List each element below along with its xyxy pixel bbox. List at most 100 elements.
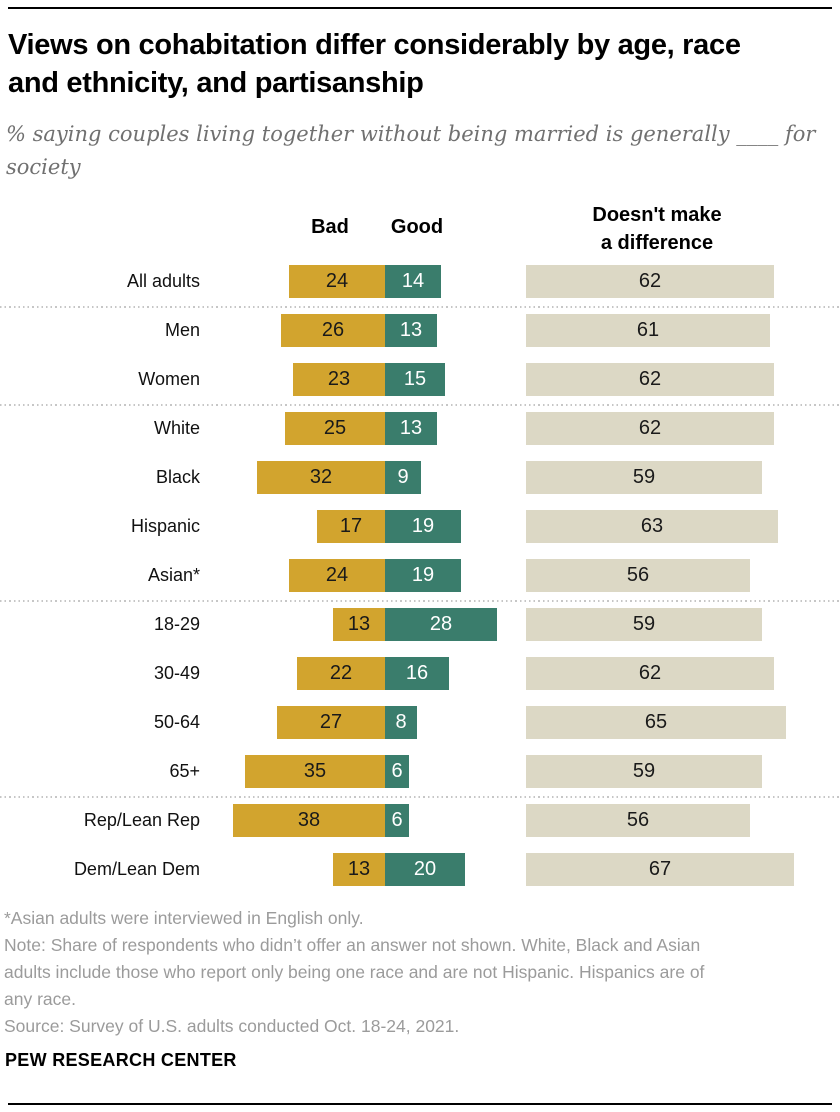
good-value: 9: [397, 466, 409, 488]
neutral-bar: 56: [526, 804, 750, 837]
neutral-value: 59: [632, 760, 656, 782]
neutral-value: 59: [632, 613, 656, 635]
bad-bar: 35: [245, 755, 385, 788]
good-bar: 19: [385, 510, 461, 543]
group-separator: [0, 600, 840, 602]
neutral-value: 62: [638, 417, 662, 439]
note-line: Note: Share of respondents who didn’t of…: [4, 935, 701, 955]
chart-row: 65+ 35 6 59: [0, 755, 840, 788]
category-label: Rep/Lean Rep: [83, 810, 200, 830]
column-header-neutral: Doesn't make a difference: [547, 201, 767, 257]
good-bar: 8: [385, 706, 417, 739]
category-label: 50-64: [153, 712, 200, 732]
bottom-rule: [8, 1103, 832, 1105]
subtitle-line-1: % saying couples living together without…: [6, 122, 816, 146]
note-line: adults include those who report only bei…: [4, 962, 705, 982]
group-separator: [0, 796, 840, 798]
group-separator: [0, 306, 840, 308]
title-line-2: and ethnicity, and partisanship: [8, 67, 424, 99]
chart-row: All adults 24 14 62: [0, 265, 840, 298]
category-label: 30-49: [153, 663, 200, 683]
good-value: 13: [399, 319, 423, 341]
bad-value: 13: [347, 613, 371, 635]
neutral-value: 56: [626, 809, 650, 831]
neutral-bar: 63: [526, 510, 778, 543]
neutral-bar: 59: [526, 755, 762, 788]
good-bar: 16: [385, 657, 449, 690]
neutral-bar: 65: [526, 706, 786, 739]
chart-row: 30-49 22 16 62: [0, 657, 840, 690]
footnotes: *Asian adults were interviewed in Englis…: [4, 905, 836, 1040]
category-label: 18-29: [153, 614, 200, 634]
category-label: Women: [138, 369, 200, 389]
neutral-value: 59: [632, 466, 656, 488]
neutral-bar: 62: [526, 265, 774, 298]
subtitle-line-2: society: [6, 155, 81, 179]
chart-row: Rep/Lean Rep 38 6 56: [0, 804, 840, 837]
chart-row: 18-29 13 28 59: [0, 608, 840, 641]
good-bar: 14: [385, 265, 441, 298]
category-label: Asian*: [147, 565, 200, 585]
bad-bar: 32: [257, 461, 385, 494]
bad-value: 32: [309, 466, 333, 488]
bad-value: 26: [321, 319, 345, 341]
good-bar: 15: [385, 363, 445, 396]
neutral-value: 62: [638, 662, 662, 684]
neutral-bar: 62: [526, 657, 774, 690]
chart-subtitle: % saying couples living together without…: [6, 118, 830, 184]
bad-value: 24: [325, 270, 349, 292]
good-bar: 6: [385, 755, 409, 788]
neutral-bar: 59: [526, 461, 762, 494]
bad-bar: 24: [289, 265, 385, 298]
good-value: 15: [403, 368, 427, 390]
neutral-value: 67: [648, 858, 672, 880]
good-bar: 13: [385, 314, 437, 347]
good-value: 8: [395, 711, 407, 733]
chart-row: White 25 13 62: [0, 412, 840, 445]
category-label: Men: [164, 320, 200, 340]
good-value: 14: [401, 270, 425, 292]
bad-bar: 24: [289, 559, 385, 592]
column-header-good: Good: [390, 216, 444, 238]
neutral-value: 56: [626, 564, 650, 586]
title-line-1: Views on cohabitation differ considerabl…: [8, 29, 741, 61]
bad-bar: 17: [317, 510, 385, 543]
bad-bar: 13: [333, 853, 385, 886]
chart-row: Asian* 24 19 56: [0, 559, 840, 592]
chart-row: Dem/Lean Dem 13 20 67: [0, 853, 840, 886]
good-value: 19: [411, 564, 435, 586]
good-bar: 28: [385, 608, 497, 641]
bad-value: 13: [347, 858, 371, 880]
column-header-neutral-line-2: a difference: [600, 232, 714, 254]
good-bar: 19: [385, 559, 461, 592]
chart-row: Women 23 15 62: [0, 363, 840, 396]
neutral-value: 62: [638, 270, 662, 292]
good-bar: 20: [385, 853, 465, 886]
neutral-bar: 59: [526, 608, 762, 641]
source-note: Source: Survey of U.S. adults conducted …: [4, 1016, 460, 1036]
category-label: Dem/Lean Dem: [73, 859, 200, 879]
bad-bar: 38: [233, 804, 385, 837]
bad-value: 25: [323, 417, 347, 439]
neutral-bar: 62: [526, 363, 774, 396]
neutral-bar: 67: [526, 853, 794, 886]
good-value: 20: [413, 858, 437, 880]
bad-bar: 22: [297, 657, 385, 690]
neutral-value: 61: [636, 319, 660, 341]
column-header-bad: Bad: [311, 216, 349, 238]
top-rule: [8, 7, 832, 9]
neutral-value: 63: [640, 515, 664, 537]
bad-value: 24: [325, 564, 349, 586]
chart-row: Hispanic 17 19 63: [0, 510, 840, 543]
chart-row: Men 26 13 61: [0, 314, 840, 347]
bad-value: 35: [303, 760, 327, 782]
neutral-bar: 62: [526, 412, 774, 445]
category-label: 65+: [169, 761, 200, 781]
group-separator: [0, 404, 840, 406]
neutral-bar: 61: [526, 314, 770, 347]
brand-logo-text: PEW RESEARCH CENTER: [5, 1050, 237, 1070]
bad-value: 38: [297, 809, 321, 831]
bad-bar: 26: [281, 314, 385, 347]
